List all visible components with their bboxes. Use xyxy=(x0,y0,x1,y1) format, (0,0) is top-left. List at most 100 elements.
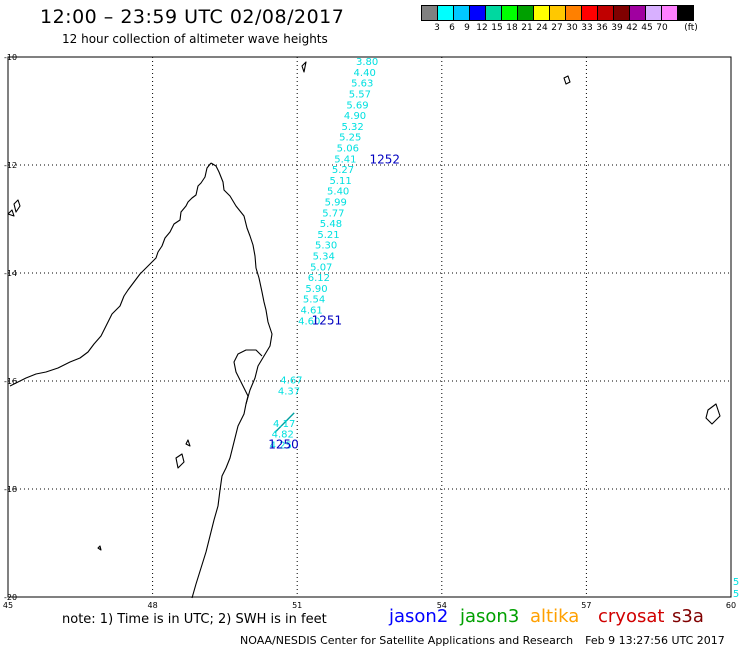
swh-value: 5.11 xyxy=(329,176,351,187)
scale-swatch xyxy=(661,5,677,21)
swh-value: 4.90 xyxy=(344,111,366,122)
generated-timestamp: Feb 9 13:27:56 UTC 2017 xyxy=(585,634,725,647)
lon-tick-label: 57 xyxy=(581,601,591,610)
legend-item-altika: altika xyxy=(530,606,580,627)
swh-value: 5.21 xyxy=(317,230,339,241)
swh-value: 5.34 xyxy=(313,252,335,263)
legend-item-jason3: jason3 xyxy=(460,606,520,627)
scale-swatch xyxy=(565,5,581,21)
scale-swatch xyxy=(437,5,453,21)
scale-label: 21 xyxy=(521,23,533,33)
scale-label: 42 xyxy=(626,23,638,33)
track-lines xyxy=(274,412,295,433)
swh-value: 5.77 xyxy=(322,208,344,219)
scale-label: 6 xyxy=(449,23,455,33)
swh-value: 5.07 xyxy=(310,262,332,273)
lat-tick-label: -20 xyxy=(4,593,17,602)
swh-value: 5.30 xyxy=(315,241,337,252)
color-scale-labels: 3 6 9 12 15 18 21 24 27 30 33 36 39 42 45 70 (ft) xyxy=(421,23,698,35)
swh-value: 5.32 xyxy=(341,122,363,133)
scale-label: 12 xyxy=(476,23,488,33)
map-subtitle: 12 hour collection of altimeter wave hei… xyxy=(62,32,328,46)
swh-value: 4.82 xyxy=(272,430,294,441)
scale-label: 27 xyxy=(551,23,563,33)
scale-label: 24 xyxy=(536,23,548,33)
swh-value: 5.63 xyxy=(351,79,373,90)
scale-swatch xyxy=(533,5,549,21)
swh-value: 4.40 xyxy=(354,68,376,79)
scale-label: 18 xyxy=(506,23,518,33)
scale-label: 30 xyxy=(566,23,578,33)
scale-label: 33 xyxy=(581,23,593,33)
scale-label: 39 xyxy=(611,23,623,33)
swh-value: 5.99 xyxy=(325,198,347,209)
scale-swatch xyxy=(421,5,437,21)
pass-number: 1250 xyxy=(268,438,299,452)
swh-value: 5.06 xyxy=(337,144,359,155)
scale-swatch xyxy=(629,5,645,21)
scale-label: 70 xyxy=(656,23,668,33)
lon-tick-label: 51 xyxy=(292,601,302,610)
credit-text: NOAA/NESDIS Center for Satellite Applica… xyxy=(240,634,574,647)
scale-label: 3 xyxy=(434,23,440,33)
lat-tick-label: -18 xyxy=(4,485,17,494)
credit-line: NOAA/NESDIS Center for Satellite Applica… xyxy=(240,634,725,647)
swh-value: 5.48 xyxy=(320,219,342,230)
pass-number: 1251 xyxy=(312,313,343,327)
swh-value: 5 xyxy=(733,577,739,588)
scale-swatch xyxy=(581,5,597,21)
swh-value: 4.17 xyxy=(273,419,295,430)
lon-tick-label: 54 xyxy=(437,601,447,610)
scale-swatch xyxy=(517,5,533,21)
scale-unit: (ft) xyxy=(684,23,698,33)
swh-value: 5 xyxy=(733,589,739,600)
swh-value: 4.37 xyxy=(278,387,300,398)
map-frame xyxy=(7,56,732,598)
lat-tick-label: -16 xyxy=(4,377,17,386)
scale-swatch xyxy=(549,5,565,21)
map-title: 12:00 – 23:59 UTC 02/08/2017 xyxy=(40,6,345,28)
lat-tick-label: -14 xyxy=(4,269,17,278)
pass-number: 1252 xyxy=(370,152,401,166)
track-segment xyxy=(274,412,295,433)
swh-value: 5.27 xyxy=(332,165,354,176)
color-scale-swatches xyxy=(421,5,694,21)
swh-value: 4.61 xyxy=(301,306,323,317)
swh-value: 5.25 xyxy=(339,133,361,144)
swh-value: 6.12 xyxy=(308,273,330,284)
swh-value: 4.67 xyxy=(280,376,302,387)
lat-tick-label: -12 xyxy=(4,161,17,170)
scale-swatch xyxy=(501,5,517,21)
swh-value: 3.80 xyxy=(356,57,378,68)
coastline xyxy=(7,61,721,599)
scale-swatch xyxy=(677,5,694,21)
swh-value: 5.40 xyxy=(327,187,349,198)
scale-label: 9 xyxy=(464,23,470,33)
legend-item-cryosat: cryosat xyxy=(598,606,665,627)
graticule xyxy=(8,57,731,597)
scale-swatch xyxy=(613,5,629,21)
scale-swatch xyxy=(469,5,485,21)
scale-swatch xyxy=(453,5,469,21)
swh-value: 5.57 xyxy=(349,90,371,101)
swh-value: 5.90 xyxy=(305,284,327,295)
legend-item-s3a: s3a xyxy=(672,606,704,627)
swh-values: 3.804.405.635.575.694.905.325.255.065.41… xyxy=(270,57,740,600)
lon-tick-label: 60 xyxy=(726,601,736,610)
scale-label: 45 xyxy=(641,23,653,33)
scale-swatch xyxy=(645,5,661,21)
scale-swatch xyxy=(485,5,501,21)
pass-numbers: 1252 1251 1250 xyxy=(268,152,400,451)
scale-swatch xyxy=(597,5,613,21)
legend-item-jason2: jason2 xyxy=(389,606,449,627)
swh-value: 4.25 xyxy=(270,441,292,452)
lon-tick-label: 48 xyxy=(148,601,158,610)
swh-value: 5.41 xyxy=(334,154,356,165)
color-scale: 3 6 9 12 15 18 21 24 27 30 33 36 39 42 45 70 (ft) xyxy=(421,5,698,35)
lon-tick-label: 45 xyxy=(3,601,13,610)
lat-tick-label: -10 xyxy=(4,53,17,62)
scale-label: 15 xyxy=(491,23,503,33)
footer-note: note: 1) Time is in UTC; 2) SWH is in fe… xyxy=(62,612,327,627)
